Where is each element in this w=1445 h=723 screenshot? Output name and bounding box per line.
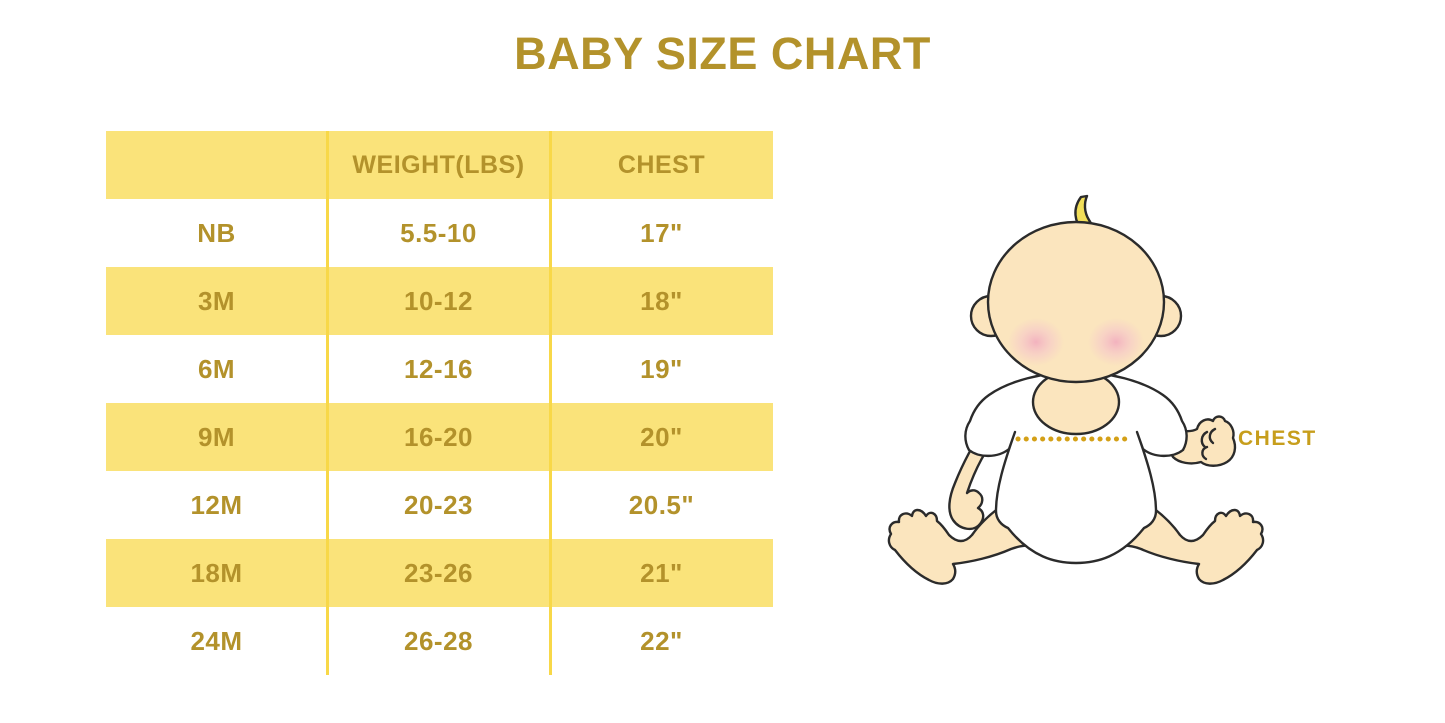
baby-illustration bbox=[887, 194, 1265, 585]
baby-fist-finger-lines bbox=[1200, 427, 1217, 461]
weight-cell: 26-28 bbox=[404, 625, 473, 656]
table-row: 6M 12-16 19" bbox=[106, 335, 773, 403]
chest-cell: 22" bbox=[640, 625, 683, 656]
baby-shirt bbox=[964, 370, 1188, 565]
size-cell: NB bbox=[197, 217, 236, 248]
table-row: 12M 20-23 20.5" bbox=[106, 471, 773, 539]
chest-measurement-label: CHEST bbox=[1238, 427, 1317, 450]
table-row: 9M 16-20 20" bbox=[106, 403, 773, 471]
size-cell: 6M bbox=[197, 353, 236, 384]
weight-cell: 12-16 bbox=[404, 353, 473, 384]
table-row: 18M 23-26 21" bbox=[106, 539, 773, 607]
weight-cell: 16-20 bbox=[404, 421, 473, 452]
header-cell bbox=[106, 131, 327, 199]
size-chart-table: WEIGHT(LBS) CHEST NB 5.5-10 17" 3M 10-12 18" 6M… bbox=[106, 131, 773, 675]
size-cell: 18M bbox=[190, 557, 243, 588]
column-divider-1 bbox=[326, 131, 329, 675]
size-cell: 12M bbox=[190, 489, 243, 520]
baby-head bbox=[986, 220, 1166, 384]
baby-left-leg bbox=[887, 503, 1035, 585]
size-table-header-row: WEIGHT(LBS) CHEST bbox=[106, 131, 773, 199]
table-row: 24M 26-28 22" bbox=[106, 607, 773, 675]
baby-right-blush bbox=[1088, 318, 1144, 366]
baby-left-blush bbox=[1008, 318, 1064, 366]
chest-cell: 17" bbox=[640, 217, 683, 248]
header-cell: WEIGHT(LBS) bbox=[352, 150, 525, 179]
chest-cell: 20" bbox=[640, 421, 683, 452]
weight-cell: 5.5-10 bbox=[400, 217, 477, 248]
chest-cell: 19" bbox=[640, 353, 683, 384]
size-cell: 24M bbox=[190, 625, 243, 656]
table-row: NB 5.5-10 17" bbox=[106, 199, 773, 267]
size-cell: 9M bbox=[197, 421, 236, 452]
weight-cell: 20-23 bbox=[404, 489, 473, 520]
chest-cell: 20.5" bbox=[628, 489, 695, 520]
header-cell: CHEST bbox=[617, 150, 706, 179]
size-table-body: NB 5.5-10 17" 3M 10-12 18" 6M 12-16 19" 9M 16-20 20… bbox=[106, 199, 773, 675]
page-title: BABY SIZE CHART bbox=[514, 28, 931, 79]
table-row: 3M 10-12 18" bbox=[106, 267, 773, 335]
size-cell: 3M bbox=[197, 285, 236, 316]
chest-cell: 18" bbox=[640, 285, 683, 316]
baby-right-leg bbox=[1117, 503, 1265, 585]
chest-cell: 21" bbox=[640, 557, 683, 588]
column-divider-2 bbox=[549, 131, 552, 675]
weight-cell: 23-26 bbox=[404, 557, 473, 588]
weight-cell: 10-12 bbox=[404, 285, 473, 316]
